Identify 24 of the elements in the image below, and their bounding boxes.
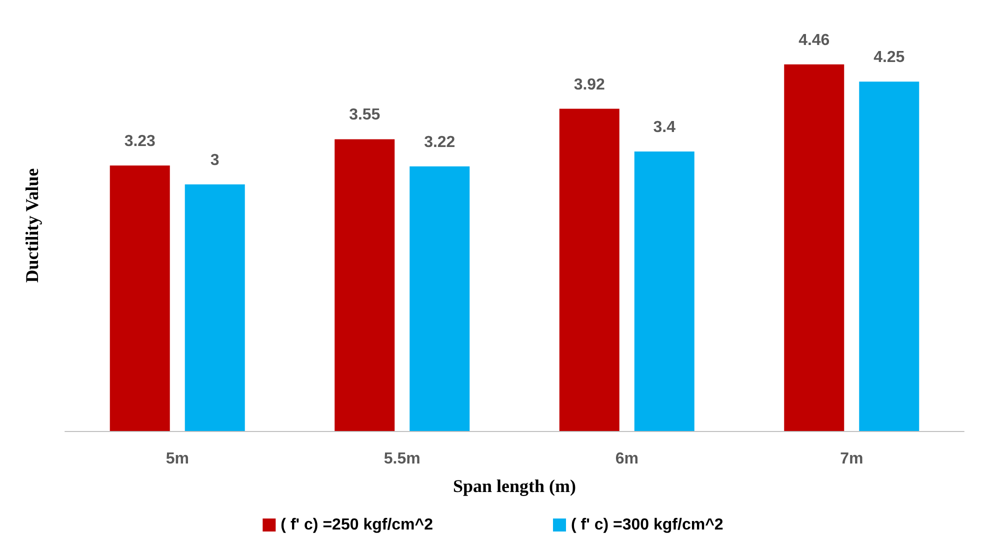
x-tick-label: 7m [840,450,864,468]
data-label: 3.23 [124,132,156,150]
data-label: 3.55 [349,106,380,124]
x-tick-label: 6m [615,450,638,468]
data-label: 3 [210,152,220,169]
bar [334,139,395,431]
bar [559,108,620,431]
data-label: 4.46 [798,32,830,49]
bar [110,165,170,431]
bar [634,152,694,431]
x-tick-label: 5m [166,450,189,468]
data-label: 4.25 [874,49,905,66]
x-tick-label: 5.5m [384,450,420,468]
data-label: 3.22 [424,134,456,151]
data-label: 3.92 [574,76,606,94]
y-axis-title: Ductility Value [22,168,42,283]
bar [184,184,245,431]
data-label: 3.4 [653,119,676,136]
bar [410,166,470,431]
x-axis-title: Span length (m) [452,476,576,496]
bar [859,82,920,431]
legend-label: ( f' c) =300 kgf/cm^2 [571,516,724,534]
bar [784,64,844,431]
legend-label: ( f' c) =250 kgf/cm^2 [280,516,434,534]
